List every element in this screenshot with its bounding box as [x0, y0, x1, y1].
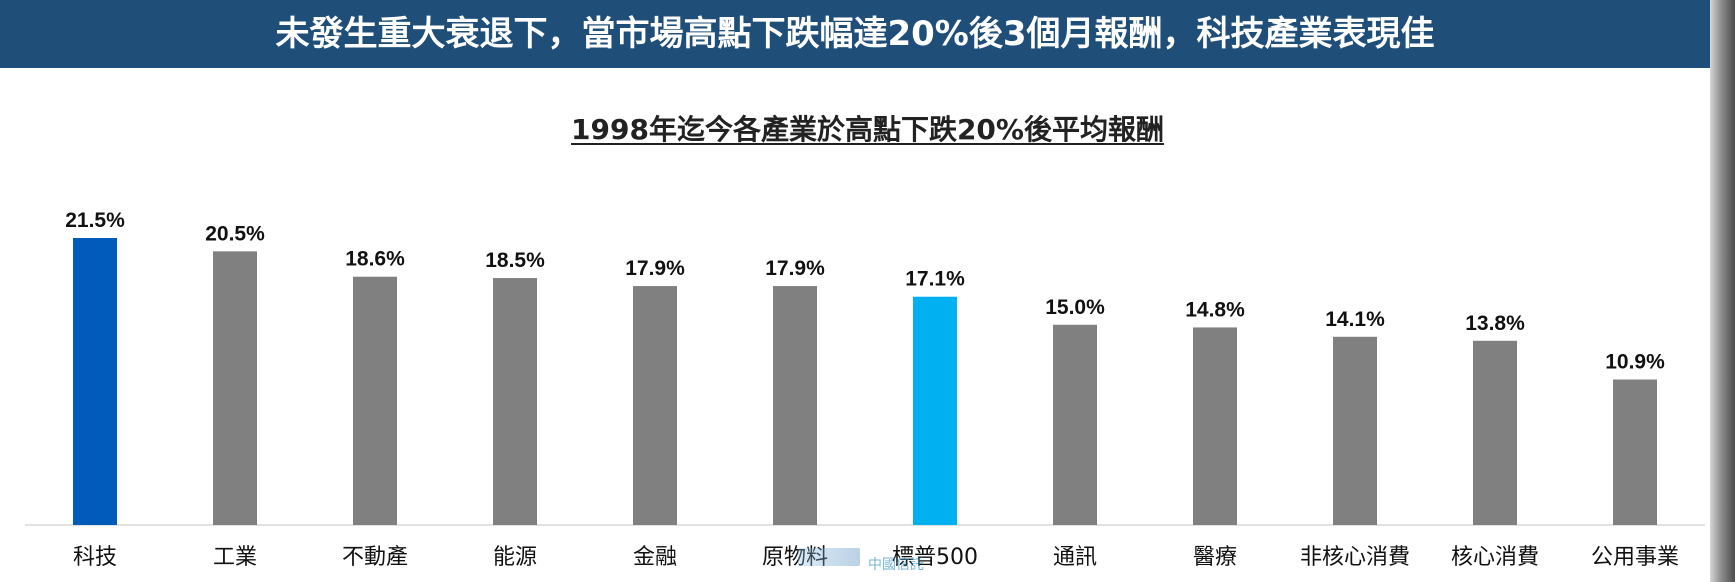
data-label-8: 15.0%	[1045, 296, 1105, 319]
bar-10	[1333, 336, 1377, 525]
bar-4	[493, 278, 537, 525]
category-label-12: 公用事業	[1591, 545, 1679, 570]
category-label-11: 核心消費	[1451, 545, 1539, 570]
bar-6	[773, 286, 817, 525]
category-label-9: 醫療	[1193, 545, 1237, 570]
chart-title: 1998年迄今各產業於高點下跌20%後平均報酬	[571, 113, 1164, 146]
category-label-10: 非核心消費	[1300, 545, 1410, 570]
data-label-3: 18.6%	[345, 248, 405, 271]
data-label-9: 14.8%	[1185, 298, 1245, 321]
category-label-3: 不動產	[342, 545, 408, 570]
bar-3	[353, 276, 397, 525]
category-label-2: 工業	[213, 545, 257, 570]
category-label-4: 能源	[493, 545, 537, 570]
category-label-8: 通訊	[1053, 545, 1097, 570]
bar-7	[913, 296, 957, 525]
title-banner: 未發生重大衰退下，當市場高點下跌幅達20%後3個月報酬，科技產業表現佳	[0, 0, 1710, 68]
bar-1	[73, 238, 117, 525]
page-title: 未發生重大衰退下，當市場高點下跌幅達20%後3個月報酬，科技產業表現佳	[275, 14, 1435, 54]
category-label-5: 金融	[633, 545, 677, 570]
data-label-7: 17.1%	[905, 268, 965, 291]
data-label-10: 14.1%	[1325, 308, 1385, 331]
category-label-6: 原物料	[762, 545, 828, 570]
window-edge-shadow	[1710, 0, 1735, 582]
category-label-1: 科技	[73, 545, 117, 570]
bar-11	[1473, 340, 1517, 525]
bar-chart: 21.5% 科技 20.5% 工業 18.6% 不動產 18.5% 能源 17.9% 金融 17.9…	[25, 209, 1705, 570]
data-label-1: 21.5%	[65, 209, 125, 232]
chart-container: 1998年迄今各產業於高點下跌20%後平均報酬 21.5% 科技 20.5% 工業 18…	[0, 90, 1710, 582]
data-label-2: 20.5%	[205, 222, 265, 245]
data-label-6: 17.9%	[765, 257, 825, 280]
data-label-5: 17.9%	[625, 257, 685, 280]
data-label-12: 10.9%	[1605, 350, 1665, 373]
bar-5	[633, 286, 677, 525]
bar-12	[1613, 379, 1657, 525]
data-label-11: 13.8%	[1465, 312, 1525, 335]
data-label-4: 18.5%	[485, 249, 545, 272]
category-label-7: 標普500	[892, 545, 978, 570]
bar-2	[213, 251, 257, 526]
bar-9	[1193, 327, 1237, 525]
bar-8	[1053, 324, 1097, 525]
